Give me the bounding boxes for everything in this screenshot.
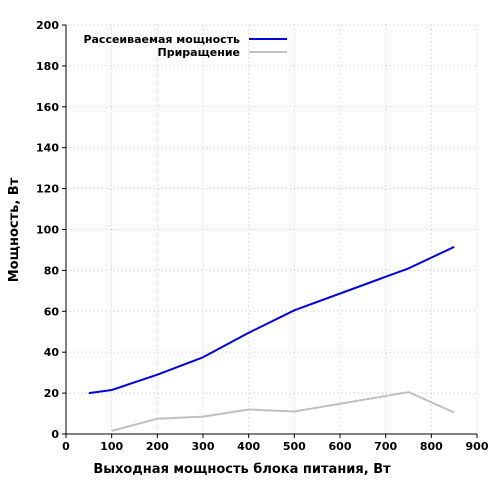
x-tick-label: 200 bbox=[146, 440, 169, 453]
y-axis-title: Мощность, Вт bbox=[7, 177, 22, 282]
y-tick-label: 0 bbox=[51, 428, 59, 441]
x-tick-label: 500 bbox=[283, 440, 306, 453]
x-tick-label: 600 bbox=[329, 440, 352, 453]
legend-label: Рассеиваемая мощность bbox=[83, 33, 240, 46]
y-tick-label: 100 bbox=[36, 224, 59, 237]
x-tick-label: 100 bbox=[100, 440, 123, 453]
y-tick-label: 80 bbox=[44, 264, 60, 277]
y-tick-label: 40 bbox=[44, 346, 60, 359]
y-tick-label: 200 bbox=[36, 19, 59, 32]
y-tick-label: 160 bbox=[36, 101, 59, 114]
y-tick-label: 140 bbox=[36, 142, 59, 155]
x-axis-title: Выходная мощность блока питания, Вт bbox=[93, 462, 391, 477]
x-tick-label: 300 bbox=[192, 440, 215, 453]
series-line-2 bbox=[111, 391, 455, 432]
x-tick-label: 700 bbox=[374, 440, 397, 453]
x-tick-label: 800 bbox=[420, 440, 443, 453]
y-tick-label: 120 bbox=[36, 183, 59, 196]
axes: 0 100 200 300 400 500 600 700 800 900 0 20 40 60 80 100… bbox=[36, 19, 489, 453]
y-tick-label: 180 bbox=[36, 60, 59, 73]
x-tick-label: 0 bbox=[62, 440, 70, 453]
y-tick-label: 20 bbox=[44, 387, 60, 400]
legend-label: Приращение bbox=[158, 46, 240, 59]
series-line-1 bbox=[88, 245, 455, 395]
series-lines bbox=[88, 245, 455, 432]
x-tick-label: 900 bbox=[466, 440, 489, 453]
grid bbox=[66, 24, 478, 434]
y-tick-label: 60 bbox=[44, 305, 60, 318]
x-tick-label: 400 bbox=[237, 440, 260, 453]
